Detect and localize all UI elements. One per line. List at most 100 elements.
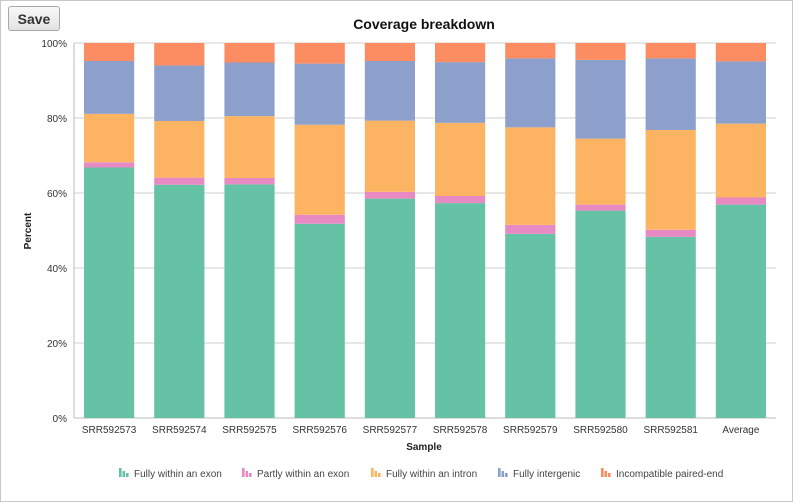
bar-segment[interactable] (364, 198, 415, 418)
bar-segment[interactable] (505, 43, 556, 59)
legend-bar-icon (371, 468, 374, 477)
bar-segment[interactable] (294, 43, 345, 64)
bar-segment[interactable] (294, 124, 345, 215)
legend-bar-icon (119, 468, 122, 477)
bar-segment[interactable] (645, 236, 696, 418)
bar-segment[interactable] (575, 138, 626, 205)
x-axis-ticks: SRR592573 SRR592574 SRR592575 SRR592576 SRR5… (82, 425, 760, 436)
bar-segment[interactable] (294, 223, 345, 418)
x-tick-label: SRR592581 (643, 425, 698, 436)
bar-segment[interactable] (84, 162, 135, 168)
bar-segment[interactable] (224, 43, 275, 63)
legend-label: Fully within an exon (134, 469, 222, 480)
legend-bar-icon (249, 473, 252, 477)
bar-segment[interactable] (294, 63, 345, 125)
chart-title: Coverage breakdown (353, 16, 495, 32)
legend-item[interactable]: Incompatible paired-end (601, 468, 723, 480)
bar-segment[interactable] (154, 121, 205, 178)
y-tick-label: 20% (47, 339, 67, 350)
x-tick-label: SRR592580 (573, 425, 628, 436)
legend-bar-icon (126, 473, 129, 477)
bar-segment[interactable] (575, 210, 626, 418)
bar-segment[interactable] (435, 122, 486, 196)
bars (84, 43, 766, 418)
legend-item[interactable]: Fully intergenic (498, 468, 580, 480)
bar-segment[interactable] (645, 130, 696, 230)
y-tick-label: 40% (47, 264, 67, 275)
bar-segment[interactable] (435, 203, 486, 418)
x-tick-label: Average (722, 425, 760, 436)
legend-label: Partly within an exon (257, 469, 349, 480)
y-tick-label: 80% (47, 114, 67, 125)
bar-segment[interactable] (84, 43, 135, 61)
y-axis-label: Percent (23, 212, 34, 249)
bar-segment[interactable] (364, 61, 415, 121)
bar-segment[interactable] (294, 214, 345, 224)
y-tick-label: 0% (53, 414, 68, 425)
bar-segment[interactable] (435, 43, 486, 63)
y-tick-label: 100% (41, 39, 67, 50)
bar-segment[interactable] (435, 62, 486, 123)
bar-segment[interactable] (505, 127, 556, 225)
bar-segment[interactable] (224, 62, 275, 117)
bar-segment[interactable] (224, 178, 275, 185)
bar-segment[interactable] (84, 113, 135, 163)
x-tick-label: SRR592573 (82, 425, 137, 436)
legend-bar-icon (245, 471, 249, 477)
legend: Fully within an exon Partly within an exo… (119, 468, 723, 480)
legend-bar-icon (505, 473, 508, 477)
bar-segment[interactable] (715, 197, 766, 205)
bar-segment[interactable] (715, 204, 766, 418)
x-tick-label: SRR592577 (363, 425, 418, 436)
bar-segment[interactable] (505, 233, 556, 418)
bar-segment[interactable] (575, 43, 626, 60)
legend-bar-icon (378, 473, 381, 477)
bar-segment[interactable] (154, 177, 205, 185)
legend-label: Incompatible paired-end (616, 469, 723, 480)
legend-label: Fully intergenic (513, 469, 580, 480)
bar-segment[interactable] (435, 196, 486, 204)
legend-bar-icon (501, 471, 505, 477)
x-tick-label: SRR592579 (503, 425, 558, 436)
bar-segment[interactable] (154, 65, 205, 122)
bar-segment[interactable] (224, 116, 275, 178)
legend-bar-icon (374, 471, 378, 477)
legend-bar-icon (608, 473, 611, 477)
legend-item[interactable]: Fully within an exon (119, 468, 222, 480)
legend-item[interactable]: Fully within an intron (371, 468, 477, 480)
bar-segment[interactable] (715, 61, 766, 124)
bar-segment[interactable] (154, 184, 205, 418)
legend-bar-icon (601, 468, 604, 477)
bar-segment[interactable] (505, 224, 556, 234)
bar-segment[interactable] (84, 167, 135, 419)
bar-segment[interactable] (154, 43, 205, 66)
bar-segment[interactable] (645, 43, 696, 59)
bar-segment[interactable] (645, 58, 696, 130)
x-axis-label: Sample (406, 442, 442, 453)
bar-segment[interactable] (505, 58, 556, 128)
bar-segment[interactable] (575, 59, 626, 139)
bar-segment[interactable] (84, 61, 135, 114)
save-button[interactable]: Save (8, 6, 60, 31)
legend-bar-icon (122, 471, 126, 477)
bar-segment[interactable] (224, 184, 275, 418)
x-tick-label: SRR592575 (222, 425, 277, 436)
legend-bar-icon (498, 468, 501, 477)
bar-segment[interactable] (645, 229, 696, 237)
legend-label: Fully within an intron (386, 469, 477, 480)
bar-segment[interactable] (715, 123, 766, 198)
x-tick-label: SRR592578 (433, 425, 488, 436)
bar-segment[interactable] (364, 191, 415, 199)
legend-item[interactable]: Partly within an exon (242, 468, 349, 480)
x-tick-label: SRR592576 (292, 425, 347, 436)
bar-segment[interactable] (575, 204, 626, 211)
bar-segment[interactable] (715, 43, 766, 62)
legend-bar-icon (604, 471, 608, 477)
legend-bar-icon (242, 468, 245, 477)
y-tick-label: 60% (47, 189, 67, 200)
y-axis-ticks: 0% 20% 40% 60% 80% 100% (41, 39, 67, 425)
bar-segment[interactable] (364, 120, 415, 192)
bar-segment[interactable] (364, 43, 415, 61)
